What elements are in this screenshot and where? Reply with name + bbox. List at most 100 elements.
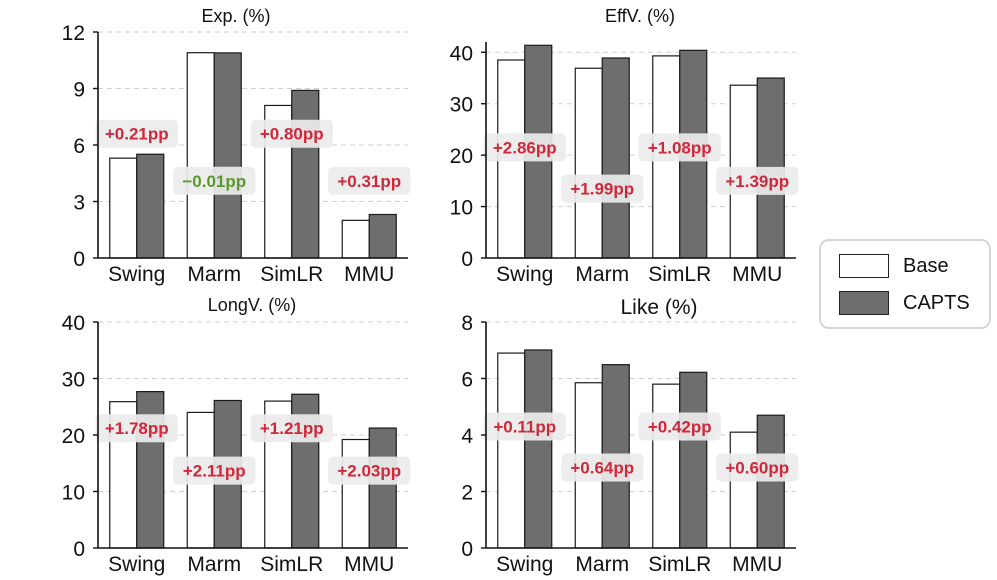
annotation-background <box>561 174 644 203</box>
y-tick-label: 40 <box>450 42 473 65</box>
legend-label-base: Base <box>903 254 949 277</box>
bar-capts <box>136 153 165 259</box>
annotation-label: +1.21pp <box>260 419 324 438</box>
x-tick-label: SimLR <box>648 553 711 576</box>
legend-label-capts: CAPTS <box>903 291 970 314</box>
subplot-1: +0.21pp −0.01pp +0.80pp +0.31pp 0 3 6 9 12 Swing M… <box>62 6 411 286</box>
bar-base <box>729 431 758 549</box>
y-tick-label: 10 <box>62 482 85 505</box>
y-tick-label: 20 <box>450 145 473 168</box>
y-tick-label: 9 <box>73 79 85 102</box>
x-tick-label: Marm <box>187 263 241 286</box>
subplot-3: +1.78pp +2.11pp +1.21pp +2.03pp 0 10 20 30 40 Swi… <box>62 295 411 576</box>
annotation-background <box>638 133 721 162</box>
bar-base <box>497 352 526 549</box>
annotation-background <box>250 414 333 443</box>
annotation-background <box>483 412 566 441</box>
annotation-label: +2.03pp <box>337 462 401 481</box>
y-tick-label: 30 <box>450 94 473 117</box>
y-tick-label: 0 <box>73 248 85 271</box>
x-tick-label: SimLR <box>648 263 711 286</box>
chart-legend: Base CAPTS <box>819 239 991 329</box>
annotation-background <box>483 133 566 162</box>
annotation-label: +0.11pp <box>493 418 556 437</box>
y-tick-label: 12 <box>62 22 85 45</box>
x-tick-label: Swing <box>496 553 553 576</box>
subplot-title: Like (%) <box>620 296 697 319</box>
subplot-title: EffV. (%) <box>605 6 675 26</box>
legend-swatch-capts <box>839 291 889 315</box>
legend-swatch-base <box>839 254 889 278</box>
y-tick-label: 8 <box>461 312 473 335</box>
bar-base <box>341 219 370 259</box>
x-tick-label: Swing <box>108 263 165 286</box>
y-tick-label: 20 <box>62 425 85 448</box>
annotation-label: −0.01pp <box>182 172 246 191</box>
annotation-background <box>716 453 799 482</box>
annotation-label: +0.80pp <box>260 125 324 144</box>
legend-item-capts: CAPTS <box>839 289 970 317</box>
x-tick-label: Marm <box>187 553 241 576</box>
annotation-background <box>95 414 178 443</box>
bar-capts <box>213 52 242 259</box>
annotation-label: +0.42pp <box>648 418 712 437</box>
annotation-background <box>173 166 256 195</box>
y-tick-label: 0 <box>461 248 473 271</box>
x-tick-label: Marm <box>575 263 629 286</box>
x-tick-label: SimLR <box>260 553 323 576</box>
x-tick-label: SimLR <box>260 263 323 286</box>
x-tick-label: MMU <box>344 553 394 576</box>
annotation-label: +1.08pp <box>648 138 712 157</box>
bar-capts <box>291 89 320 259</box>
bar-base <box>186 52 215 259</box>
annotation-background <box>716 166 799 195</box>
x-tick-label: MMU <box>732 553 782 576</box>
y-tick-label: 3 <box>73 192 85 215</box>
bar-capts <box>756 414 785 549</box>
subplot-4: +0.11pp +0.64pp +0.42pp +0.60pp 0 2 4 6 8 Swing Ma… <box>461 296 799 576</box>
subplot-title: Exp. (%) <box>201 6 270 26</box>
bar-base <box>652 383 681 549</box>
annotation-label: +2.86pp <box>493 138 557 157</box>
bar-capts <box>679 371 708 549</box>
y-tick-label: 0 <box>461 538 473 561</box>
annotation-background <box>250 119 333 148</box>
x-tick-label: MMU <box>732 263 782 286</box>
y-tick-label: 0 <box>73 538 85 561</box>
y-tick-label: 30 <box>62 369 85 392</box>
x-tick-label: Swing <box>108 553 165 576</box>
annotation-label: +0.31pp <box>337 172 401 191</box>
bar-base <box>341 438 370 549</box>
annotation-background <box>95 119 178 148</box>
annotation-background <box>328 456 411 485</box>
y-tick-label: 2 <box>461 482 473 505</box>
x-tick-label: Swing <box>496 263 553 286</box>
annotation-background <box>638 412 721 441</box>
bar-capts <box>524 349 553 549</box>
y-tick-label: 10 <box>450 197 473 220</box>
x-tick-label: Marm <box>575 553 629 576</box>
y-tick-label: 40 <box>62 312 85 335</box>
annotation-background <box>561 453 644 482</box>
annotation-label: +1.99pp <box>570 180 634 199</box>
bar-capts <box>601 57 630 259</box>
bar-base <box>109 157 138 259</box>
annotation-label: +1.78pp <box>105 419 169 438</box>
annotation-background <box>173 456 256 485</box>
annotation-label: +1.39pp <box>725 172 789 191</box>
annotation-label: +2.11pp <box>183 462 246 481</box>
y-tick-label: 6 <box>461 369 473 392</box>
x-tick-label: MMU <box>344 263 394 286</box>
legend-item-base: Base <box>839 252 949 280</box>
subplot-2: +2.86pp +1.99pp +1.08pp +1.39pp 0 10 20 30 40 Swi… <box>450 6 799 286</box>
bar-base <box>574 67 603 259</box>
annotation-label: +0.64pp <box>570 458 634 477</box>
annotation-background <box>328 166 411 195</box>
annotation-label: +0.60pp <box>725 458 789 477</box>
bar-capts <box>368 427 397 549</box>
y-tick-label: 6 <box>73 135 85 158</box>
annotation-label: +0.21pp <box>105 125 169 144</box>
bar-capts <box>368 213 397 259</box>
subplot-title: LongV. (%) <box>208 295 296 315</box>
